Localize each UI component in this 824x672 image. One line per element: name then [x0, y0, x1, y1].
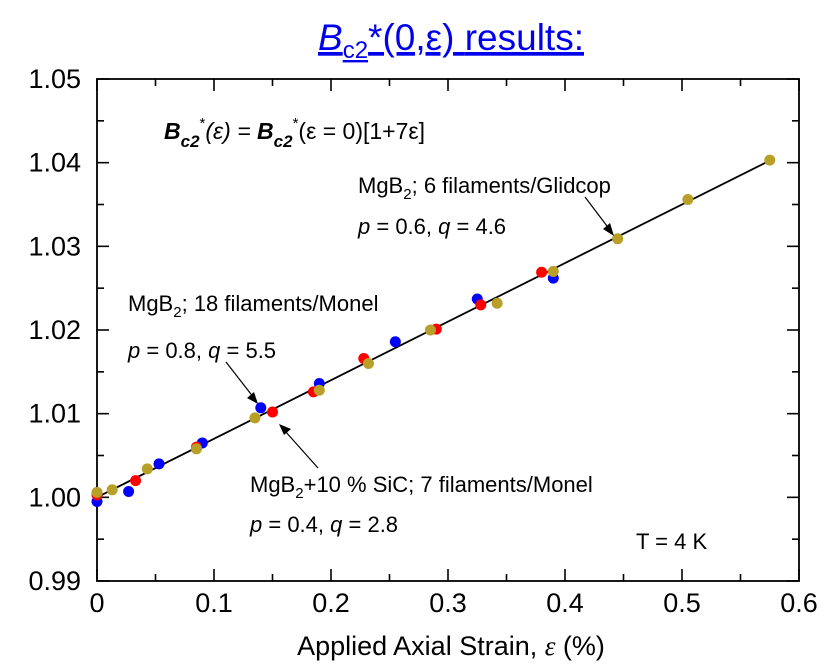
- sic-params: p = 0.4, q = 2.8: [249, 512, 398, 537]
- glidcop-arrow: [584, 196, 611, 231]
- x-tick-label: 0.6: [780, 588, 818, 618]
- data-point-series-1: [123, 485, 135, 497]
- glidcop-arrowhead: [603, 223, 614, 236]
- monel18-label: MgB2; 18 filaments/Monel: [128, 291, 378, 321]
- chart-title: Bc2*(0,ε) results:: [318, 17, 584, 64]
- y-tick-label: 1.01: [28, 399, 81, 429]
- data-point-series-2: [130, 475, 142, 487]
- data-points: [91, 154, 776, 508]
- monel18-arrowhead: [247, 392, 258, 404]
- temperature-label: T = 4 K: [636, 529, 707, 554]
- data-point-series-3: [249, 412, 261, 424]
- axis-ticks: [96, 78, 800, 582]
- plot-frame: [96, 78, 800, 582]
- data-point-series-3: [91, 486, 103, 498]
- y-tick-label: 1.00: [28, 482, 81, 512]
- monel18-arrow: [225, 361, 255, 399]
- data-point-series-3: [190, 443, 202, 455]
- data-point-series-3: [106, 484, 118, 496]
- data-point-series-3: [313, 384, 325, 396]
- data-point-series-3: [141, 463, 153, 475]
- data-point-series-3: [764, 154, 776, 166]
- glidcop-params: p = 0.6, q = 4.6: [357, 214, 506, 239]
- x-tick-label: 0.4: [546, 588, 584, 618]
- x-axis-title: Applied Axial Strain, ε (%): [297, 631, 605, 661]
- data-point-series-3: [547, 265, 559, 277]
- y-tick-label: 1.02: [28, 315, 81, 345]
- data-point-series-3: [612, 233, 624, 245]
- data-point-series-2: [536, 266, 548, 278]
- y-tick-label: 0.99: [28, 566, 81, 596]
- monel18-params: p = 0.8, q = 5.5: [127, 338, 276, 363]
- sic-arrow: [284, 430, 319, 469]
- x-tick-label: 0.2: [312, 588, 350, 618]
- sic-label: MgB2+10 % SiC; 7 filaments/Monel: [250, 472, 593, 502]
- x-tick-label: 0.3: [429, 588, 467, 618]
- data-point-series-2: [475, 299, 487, 311]
- data-point-series-1: [153, 458, 165, 470]
- data-point-series-2: [267, 406, 278, 418]
- y-tick-label: 1.05: [28, 64, 81, 94]
- x-tick-label: 0.5: [663, 588, 701, 618]
- glidcop-label: MgB2; 6 filaments/Glidcop: [358, 173, 611, 203]
- sic-arrowhead: [279, 424, 291, 435]
- y-tick-label: 1.03: [28, 231, 81, 261]
- data-point-series-1: [389, 336, 401, 348]
- data-point-series-1: [255, 402, 267, 414]
- data-point-series-3: [424, 324, 436, 336]
- x-tick-label: 0.1: [195, 588, 233, 618]
- tick-labels: 0 0.1 0.2 0.3 0.4 0.5 0.6 0.99 1.00 1.01 1.02 1.03 1…: [28, 64, 817, 618]
- y-tick-label: 1.04: [28, 148, 81, 178]
- data-point-series-3: [491, 297, 503, 309]
- x-tick-label: 0: [89, 588, 104, 618]
- data-point-series-3: [362, 357, 374, 369]
- equation-label: Bc2*(ε) = Bc2*(ε = 0)[1+7ε]: [164, 115, 425, 151]
- data-point-series-3: [682, 193, 694, 205]
